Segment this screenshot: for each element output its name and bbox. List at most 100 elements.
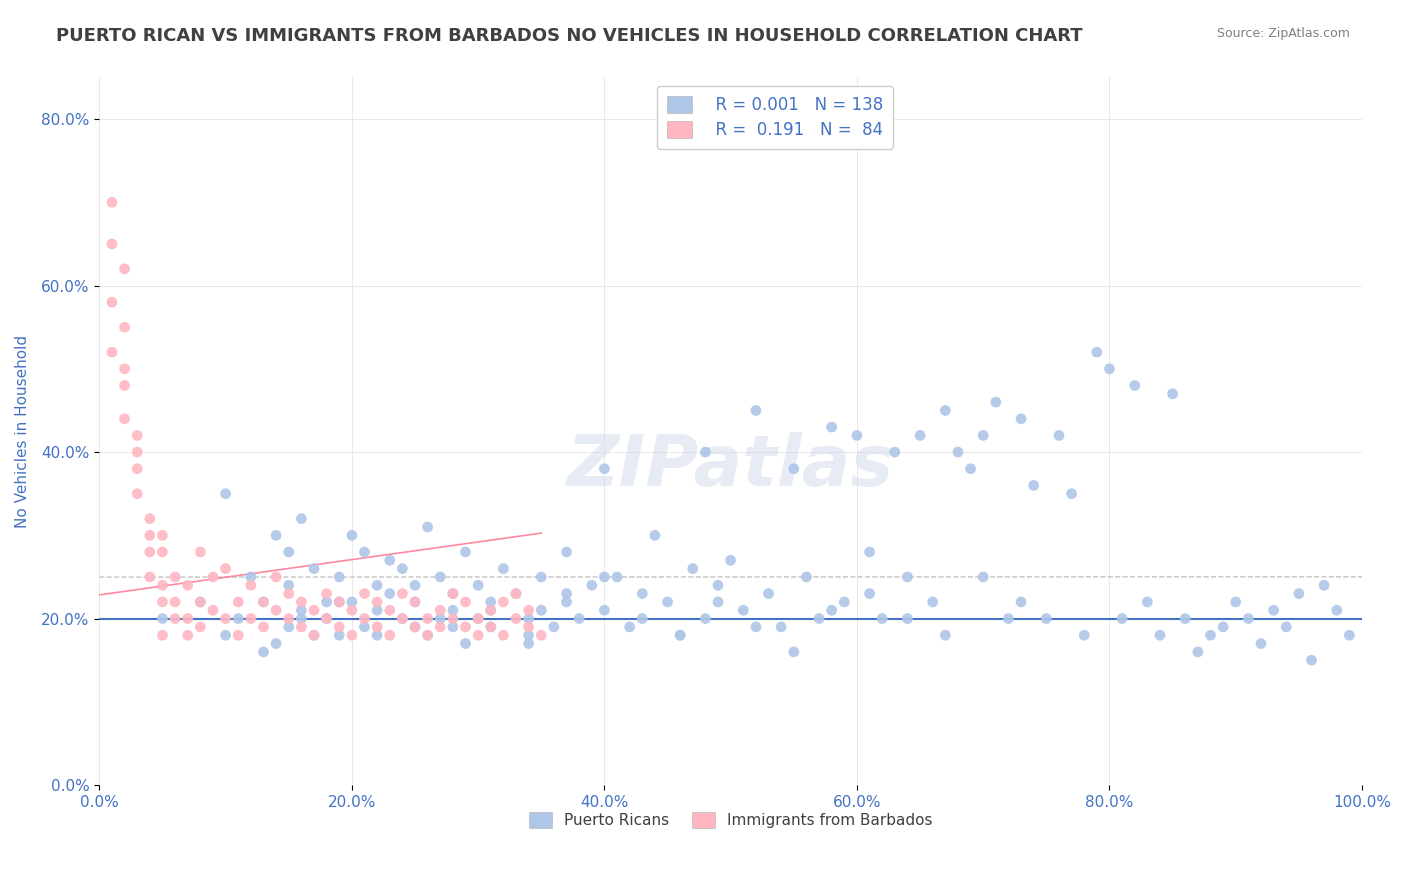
- Point: [277, 545, 299, 559]
- Point: [353, 586, 375, 600]
- Point: [1010, 595, 1032, 609]
- Point: [441, 603, 464, 617]
- Point: [479, 620, 502, 634]
- Point: [441, 586, 464, 600]
- Point: [264, 636, 287, 650]
- Point: [619, 620, 641, 634]
- Point: [114, 411, 136, 425]
- Point: [858, 545, 880, 559]
- Point: [934, 403, 956, 417]
- Point: [1339, 628, 1361, 642]
- Point: [139, 570, 162, 584]
- Point: [733, 603, 755, 617]
- Point: [152, 595, 174, 609]
- Point: [277, 578, 299, 592]
- Point: [479, 595, 502, 609]
- Point: [264, 570, 287, 584]
- Point: [593, 461, 616, 475]
- Point: [870, 611, 893, 625]
- Point: [770, 620, 793, 634]
- Point: [416, 628, 439, 642]
- Point: [252, 595, 274, 609]
- Point: [264, 603, 287, 617]
- Point: [328, 620, 350, 634]
- Point: [530, 603, 553, 617]
- Point: [328, 628, 350, 642]
- Point: [114, 320, 136, 334]
- Point: [1199, 628, 1222, 642]
- Point: [214, 561, 236, 575]
- Point: [517, 603, 540, 617]
- Point: [165, 570, 187, 584]
- Point: [1313, 578, 1336, 592]
- Point: [139, 545, 162, 559]
- Point: [997, 611, 1019, 625]
- Point: [177, 611, 200, 625]
- Point: [429, 603, 451, 617]
- Point: [315, 611, 337, 625]
- Point: [214, 486, 236, 500]
- Point: [391, 586, 413, 600]
- Point: [1301, 653, 1323, 667]
- Point: [152, 528, 174, 542]
- Point: [821, 420, 844, 434]
- Point: [252, 620, 274, 634]
- Point: [896, 611, 918, 625]
- Point: [366, 620, 388, 634]
- Point: [796, 570, 818, 584]
- Point: [1111, 611, 1133, 625]
- Point: [340, 595, 363, 609]
- Point: [707, 578, 730, 592]
- Point: [441, 586, 464, 600]
- Point: [315, 595, 337, 609]
- Point: [505, 586, 527, 600]
- Point: [416, 520, 439, 534]
- Point: [429, 620, 451, 634]
- Point: [720, 553, 742, 567]
- Point: [783, 461, 806, 475]
- Point: [1022, 478, 1045, 492]
- Point: [101, 345, 124, 359]
- Point: [114, 378, 136, 392]
- Point: [745, 403, 768, 417]
- Point: [366, 595, 388, 609]
- Point: [1136, 595, 1159, 609]
- Point: [492, 561, 515, 575]
- Point: [896, 570, 918, 584]
- Point: [1174, 611, 1197, 625]
- Point: [517, 620, 540, 634]
- Point: [114, 361, 136, 376]
- Point: [492, 595, 515, 609]
- Point: [302, 628, 325, 642]
- Point: [834, 595, 856, 609]
- Point: [479, 603, 502, 617]
- Point: [366, 603, 388, 617]
- Legend: Puerto Ricans, Immigrants from Barbados: Puerto Ricans, Immigrants from Barbados: [523, 805, 939, 834]
- Point: [984, 395, 1007, 409]
- Point: [1073, 628, 1095, 642]
- Point: [101, 236, 124, 251]
- Text: ZIPatlas: ZIPatlas: [567, 432, 894, 501]
- Point: [277, 620, 299, 634]
- Point: [239, 611, 262, 625]
- Point: [188, 595, 211, 609]
- Point: [404, 578, 426, 592]
- Point: [1010, 411, 1032, 425]
- Point: [391, 611, 413, 625]
- Point: [644, 528, 666, 542]
- Point: [177, 628, 200, 642]
- Point: [127, 445, 149, 459]
- Point: [972, 570, 994, 584]
- Point: [695, 445, 717, 459]
- Point: [517, 611, 540, 625]
- Point: [883, 445, 905, 459]
- Point: [606, 570, 628, 584]
- Point: [188, 620, 211, 634]
- Point: [277, 611, 299, 625]
- Point: [657, 595, 679, 609]
- Point: [139, 528, 162, 542]
- Point: [517, 636, 540, 650]
- Point: [366, 628, 388, 642]
- Point: [467, 628, 489, 642]
- Point: [188, 545, 211, 559]
